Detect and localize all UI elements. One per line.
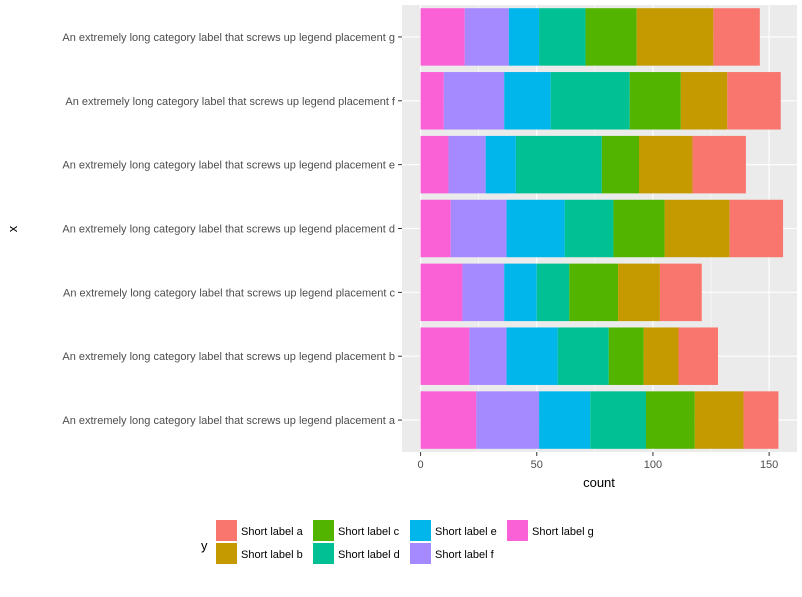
bar-segment: [645, 391, 695, 449]
category-label: An extremely long category label that sc…: [62, 351, 395, 363]
bar-segment: [485, 135, 516, 194]
legend-label: Short label b: [241, 549, 303, 561]
bar-segment: [590, 391, 646, 449]
bar-segment: [420, 135, 449, 194]
legend-key: [216, 543, 237, 564]
bar-segment: [420, 391, 477, 449]
bar-segment: [448, 135, 486, 194]
bar-segment: [420, 72, 444, 130]
bar-segment: [743, 391, 779, 449]
count-tick-label: 150: [760, 459, 778, 471]
bar-segment: [443, 72, 505, 130]
legend-label: Short label a: [241, 526, 304, 538]
legend-key: [313, 520, 334, 541]
bar-segment: [506, 199, 565, 258]
count-axis: 0 50 100 150: [418, 452, 778, 471]
bar-segment: [729, 199, 784, 258]
bar-segment: [727, 72, 781, 130]
bar-segment: [420, 8, 465, 66]
category-label: An extremely long category label that sc…: [62, 415, 396, 427]
bar-segment: [539, 8, 586, 66]
legend-key: [507, 520, 528, 541]
bar-segment: [515, 135, 602, 194]
bar-segment: [476, 391, 540, 449]
bar-segment: [462, 263, 505, 322]
category-axis: An extremely long category label that sc…: [62, 32, 402, 427]
legend-key: [313, 543, 334, 564]
count-tick-label: 50: [531, 459, 543, 471]
bar-segment: [420, 199, 451, 258]
bar-segment: [508, 8, 540, 66]
category-label: An extremely long category label that sc…: [63, 287, 396, 299]
bar-segment: [639, 135, 693, 194]
category-label: An extremely long category label that sc…: [62, 32, 395, 44]
bar-segment: [629, 72, 681, 130]
bar-segment: [678, 327, 718, 385]
bar-segment: [643, 327, 679, 385]
legend-label: Short label e: [435, 526, 497, 538]
bar-segment: [618, 263, 660, 322]
count-tick-label: 100: [644, 459, 662, 471]
bar-segment: [601, 135, 639, 194]
bar-segment: [694, 391, 744, 449]
bar-segment: [506, 327, 558, 385]
legend-key: [410, 543, 431, 564]
bar-segment: [569, 263, 619, 322]
legend: y Short label a Short label b Short label …: [201, 520, 594, 564]
category-label: An extremely long category label that sc…: [65, 96, 396, 108]
bar-segment: [613, 199, 665, 258]
bars: [420, 8, 784, 449]
x-axis-title: count: [583, 475, 615, 490]
bar-segment: [504, 263, 537, 322]
bar-segment: [585, 8, 637, 66]
bar-segment: [504, 72, 551, 130]
count-tick-label: 0: [418, 459, 424, 471]
bar-segment: [680, 72, 728, 130]
bar-segment: [564, 199, 614, 258]
legend-key: [410, 520, 431, 541]
y-axis-title: x: [5, 225, 20, 232]
bar-segment: [557, 327, 609, 385]
bar-segment: [659, 263, 702, 322]
legend-label: Short label c: [338, 526, 400, 538]
bar-segment: [450, 199, 507, 258]
legend-label: Short label f: [435, 549, 495, 561]
legend-label: Short label g: [532, 526, 594, 538]
category-label: An extremely long category label that sc…: [62, 160, 395, 172]
bar-segment: [636, 8, 714, 66]
bar-segment: [713, 8, 760, 66]
bar-segment: [664, 199, 730, 258]
bar-segment: [536, 263, 570, 322]
legend-key: [216, 520, 237, 541]
bar-segment: [420, 263, 463, 322]
bar-segment: [550, 72, 630, 130]
legend-label: Short label d: [338, 549, 400, 561]
bar-segment: [692, 135, 746, 194]
bar-segment: [608, 327, 644, 385]
bar-segment: [420, 327, 470, 385]
category-label: An extremely long category label that sc…: [62, 224, 395, 236]
bar-segment: [469, 327, 507, 385]
bar-segment: [539, 391, 591, 449]
legend-title: y: [201, 538, 208, 553]
bar-segment: [464, 8, 509, 66]
